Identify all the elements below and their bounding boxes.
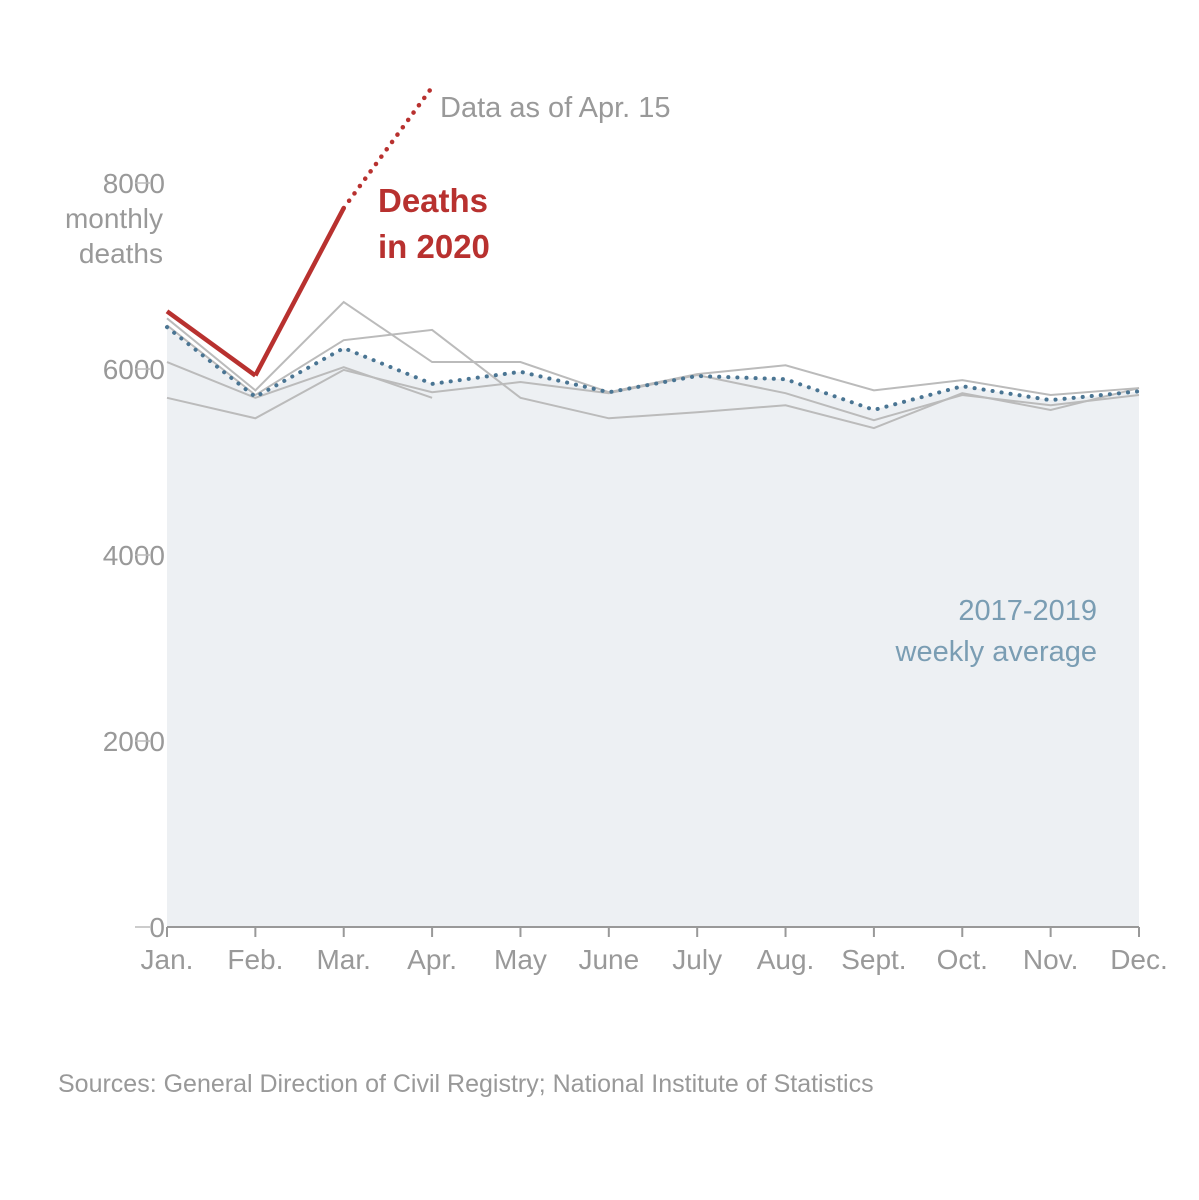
x-tick-label: Oct. — [937, 944, 988, 975]
source: Sources: General Direction of Civil Regi… — [58, 1070, 874, 1098]
y-tick-label: 0 — [149, 912, 165, 943]
area — [167, 327, 1139, 927]
x-tick-label: Mar. — [316, 944, 370, 975]
y-tick-label: 4000 — [103, 540, 165, 571]
annotation: 2017-2019 — [958, 595, 1097, 627]
line — [166, 361, 433, 399]
line — [166, 368, 1140, 422]
x-tick-label: Aug. — [757, 944, 815, 975]
y-tick-label: 8000 — [103, 168, 165, 199]
line-segment — [165, 309, 257, 378]
x-tick-label: July — [672, 944, 722, 975]
annotation: Deaths — [378, 182, 488, 219]
y-tick-label: 2000 — [103, 726, 165, 757]
x-tick-label: Nov. — [1023, 944, 1079, 975]
annotation: weekly average — [895, 636, 1098, 668]
y-axis-label: deaths — [79, 238, 163, 269]
line-segment — [253, 207, 346, 377]
x-tick-label: May — [494, 944, 547, 975]
x-tick-label: June — [578, 944, 639, 975]
line-segment — [341, 84, 435, 211]
x-tick-label: Apr. — [407, 944, 457, 975]
y-tick-label: 6000 — [103, 354, 165, 385]
x-tick-label: Dec. — [1110, 944, 1168, 975]
y-axis-label: monthly — [65, 203, 163, 234]
x-tick-label: Sept. — [841, 944, 906, 975]
annotation: in 2020 — [378, 228, 490, 265]
x-tick-label: Jan. — [141, 944, 194, 975]
x-tick-label: Feb. — [227, 944, 283, 975]
annotation: Data as of Apr. 15 — [440, 92, 671, 124]
